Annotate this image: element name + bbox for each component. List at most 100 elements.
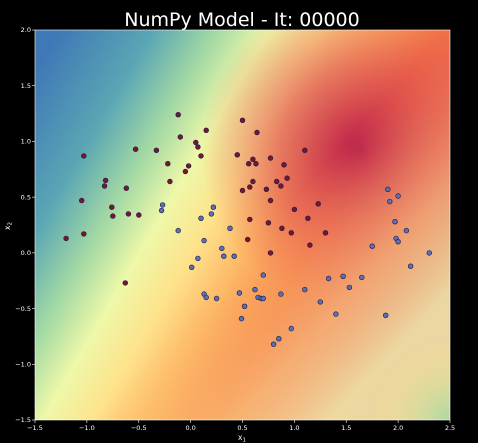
data-point-class-0: [110, 213, 116, 219]
data-point-class-1: [346, 284, 353, 291]
data-point-class-0: [288, 230, 294, 236]
data-point-class-0: [109, 204, 115, 210]
data-point-class-0: [247, 216, 253, 223]
data-point-class-1: [213, 295, 220, 302]
data-point-class-1: [302, 286, 308, 293]
x-tick-label: −0.5: [131, 424, 147, 432]
y-tick-label: 1.0: [21, 138, 31, 146]
y-axis: −1.5 −1.0 −0.5 0.0 0.5 1.0 1.5 2.0: [15, 26, 35, 424]
data-point-class-1: [221, 253, 227, 259]
data-point-class-0: [198, 153, 204, 159]
data-point-class-0: [203, 127, 209, 134]
x-axis: −1.5 −1.0 −0.5 0.0 0.5 1.0 1.5 2.0 2.5: [27, 420, 455, 432]
data-point-class-1: [325, 275, 332, 282]
x-tick-label: −1.5: [27, 424, 43, 432]
data-point-class-1: [317, 299, 323, 305]
data-point-class-1: [426, 250, 432, 256]
x-tick-label: −1.0: [79, 424, 95, 432]
data-point-class-1: [260, 272, 266, 278]
data-point-class-1: [359, 274, 365, 281]
chart-title: NumPy Model - It: 00000: [124, 9, 359, 31]
y-tick-label: 0.0: [21, 249, 31, 257]
data-point-class-0: [291, 206, 298, 213]
scatter-points: [63, 111, 432, 347]
data-point-class-0: [153, 147, 160, 154]
data-point-class-0: [250, 156, 256, 163]
data-point-class-0: [81, 231, 87, 237]
data-point-class-0: [267, 250, 274, 256]
data-point-class-1: [260, 295, 266, 302]
data-point-class-0: [263, 186, 270, 193]
data-point-class-0: [254, 129, 260, 136]
data-point-class-0: [247, 184, 253, 190]
contour-background: [35, 30, 450, 420]
y-axis-label: x2: [3, 222, 14, 230]
data-point-class-0: [253, 161, 259, 167]
x-tick-label: 1.0: [289, 424, 299, 432]
x-tick-label: 0.0: [185, 424, 195, 432]
data-point-class-1: [395, 239, 401, 245]
y-tick-label: 1.5: [21, 82, 31, 90]
data-point-class-0: [239, 117, 246, 124]
data-point-class-0: [125, 211, 132, 217]
data-point-class-1: [333, 311, 339, 317]
data-point-class-1: [252, 286, 258, 293]
data-point-class-1: [403, 227, 410, 234]
data-point-class-1: [208, 211, 215, 217]
x-axis-label: x1: [238, 433, 246, 443]
data-point-class-0: [245, 236, 251, 243]
data-point-class-1: [276, 336, 282, 342]
y-tick-label: 0.5: [21, 193, 31, 201]
data-point-class-0: [315, 201, 321, 207]
data-point-class-0: [274, 178, 280, 185]
data-point-class-0: [246, 161, 252, 167]
data-point-class-1: [340, 273, 346, 279]
data-point-class-1: [201, 237, 207, 244]
data-point-class-1: [407, 263, 414, 269]
data-point-class-1: [195, 255, 201, 262]
data-point-class-0: [136, 212, 142, 218]
y-tick-label: 2.0: [21, 26, 31, 34]
data-point-class-1: [158, 207, 165, 214]
data-point-class-1: [198, 215, 204, 222]
data-point-class-1: [387, 198, 393, 205]
data-point-class-0: [307, 242, 313, 248]
data-point-class-1: [203, 294, 209, 301]
data-point-class-0: [185, 163, 192, 169]
y-tick-label: −0.5: [15, 305, 31, 313]
data-point-class-0: [175, 111, 181, 118]
data-point-class-1: [395, 193, 401, 199]
data-point-class-0: [278, 183, 284, 189]
data-point-class-0: [234, 152, 241, 158]
data-point-class-1: [238, 315, 245, 322]
data-point-class-0: [102, 177, 109, 184]
x-tick-label: 0.5: [237, 424, 247, 432]
data-point-class-1: [383, 312, 389, 318]
y-axis-label-subscript: 2: [8, 222, 14, 226]
x-axis-label-subscript: 1: [242, 438, 246, 443]
data-point-class-0: [281, 162, 287, 168]
data-point-class-0: [279, 225, 285, 232]
data-point-class-0: [322, 230, 329, 236]
data-point-class-0: [182, 168, 189, 175]
x-axis-label-text: x: [238, 433, 243, 442]
data-point-class-0: [284, 175, 290, 181]
data-point-class-1: [236, 290, 243, 296]
data-point-class-0: [302, 147, 308, 154]
data-point-class-1: [210, 204, 217, 210]
x-tick-label: 2.5: [445, 424, 455, 432]
data-point-class-0: [267, 155, 274, 161]
data-point-class-1: [270, 341, 277, 347]
data-point-class-1: [241, 303, 248, 309]
data-point-class-0: [81, 153, 87, 159]
data-point-class-0: [63, 235, 69, 242]
data-point-class-1: [288, 325, 294, 332]
y-axis-label-text: x: [3, 225, 12, 230]
data-point-class-0: [193, 139, 199, 146]
y-tick-label: −1.0: [15, 360, 31, 368]
data-point-class-1: [278, 291, 284, 297]
data-point-class-0: [177, 134, 184, 140]
data-point-class-1: [175, 227, 181, 234]
data-point-class-0: [165, 161, 171, 167]
